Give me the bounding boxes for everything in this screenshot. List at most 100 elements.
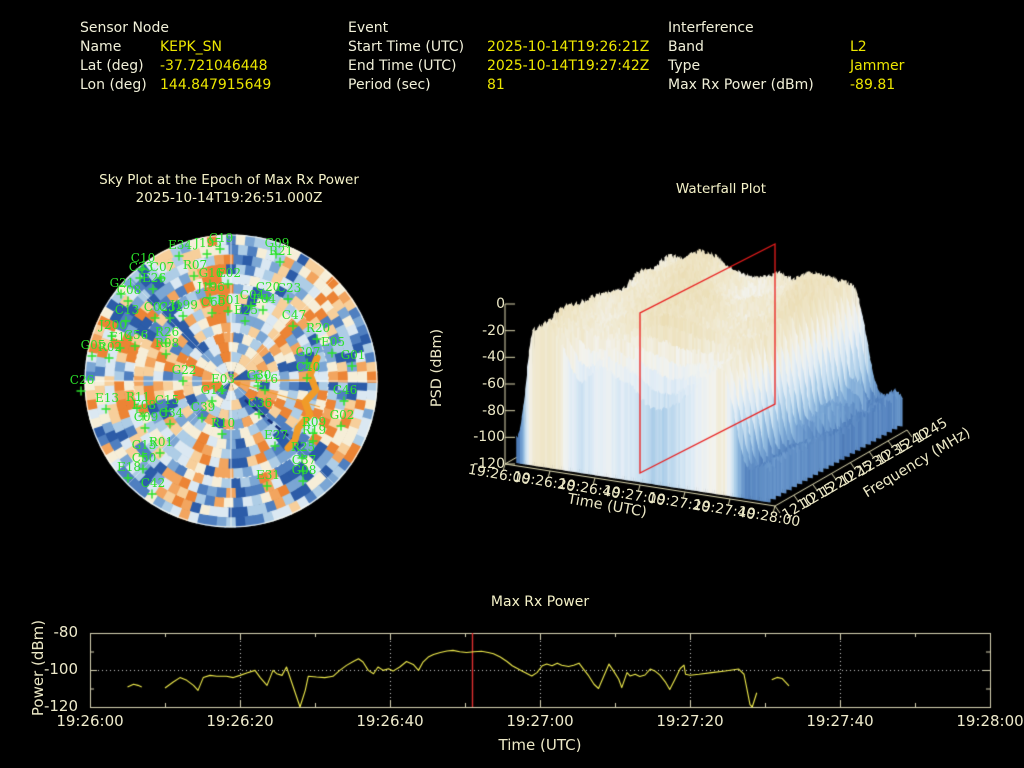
satellite-label-C26: C26 (69, 373, 95, 387)
satellite-label-G14: G14 (200, 383, 226, 397)
satellite-label-E34: E34 (167, 238, 193, 252)
sky-plot-canvas (71, 221, 391, 541)
satellite-label-R20: R20 (305, 321, 331, 335)
satellite-label-C04: C04 (239, 288, 265, 302)
interference-type-label: Type (668, 58, 701, 74)
satellite-label-R02: R02 (97, 340, 123, 354)
satellite-label-C20: C20 (255, 280, 281, 294)
event-end-value: 2025-10-14T19:27:42Z (487, 58, 650, 74)
satellite-label-G08: G08 (291, 463, 317, 477)
satellite-label-E25: E25 (233, 303, 259, 317)
satellite-label-G30: G30 (246, 368, 272, 382)
satellite-label-G22: G22 (171, 363, 197, 377)
sensor-lat-label: Lat (deg) (80, 58, 144, 74)
satellite-label-C56: C56 (123, 328, 149, 342)
waterfall-title: Waterfall Plot (675, 181, 767, 197)
power-y-tick: -120 (43, 697, 78, 715)
satellite-label-C42: C42 (140, 476, 166, 490)
satellite-label-E02: E02 (216, 266, 242, 280)
sky-plot-title: Sky Plot at the Epoch of Max Rx Power (99, 172, 359, 188)
satellite-label-R25: R25 (290, 440, 316, 454)
satellite-label-C40: C40 (295, 360, 321, 374)
power-x-tick: 19:27:00 (506, 712, 574, 730)
waterfall-canvas (420, 230, 1024, 570)
satellite-label-C36: C36 (247, 396, 273, 410)
satellite-label-G01: G01 (340, 348, 366, 362)
satellite-label-G09: G09 (264, 236, 290, 250)
satellite-label-C10: C10 (130, 251, 156, 265)
satellite-label-G13: G13 (131, 438, 157, 452)
satellite-label-E01: E01 (216, 293, 242, 307)
satellite-label-R09: R09 (301, 415, 327, 429)
satellite-label-R26: R26 (154, 325, 180, 339)
waterfall-psd-tick: -80 (482, 402, 505, 419)
satellite-label-E18: E18 (116, 460, 142, 474)
power-x-tick: 19:27:40 (806, 712, 874, 730)
satellite-label-J199: J199 (170, 298, 198, 312)
power-x-tick: 19:26:40 (356, 712, 424, 730)
satellite-label-C02: C02 (143, 300, 169, 314)
event-section-title: Event (348, 20, 389, 36)
interference-section-title: Interference (668, 20, 754, 36)
satellite-label-E26: E26 (141, 271, 167, 285)
event-end-label: End Time (UTC) (348, 58, 457, 74)
satellite-label-C34: C34 (158, 406, 184, 420)
waterfall-psd-tick: -60 (482, 376, 505, 392)
event-start-label: Start Time (UTC) (348, 39, 465, 55)
waterfall-psd-tick: 0 (496, 296, 505, 312)
satellite-label-J200: J200 (99, 318, 127, 332)
power-x-axis-label: Time (UTC) (498, 736, 582, 754)
waterfall-psd-tick: -40 (482, 349, 505, 366)
satellite-label-E16: E16 (253, 372, 279, 386)
interference-maxpower-value: -89.81 (850, 77, 896, 93)
waterfall-psd-axis-label: PSD (dBm) (429, 328, 445, 408)
satellite-label-J196: J196 (197, 280, 225, 294)
event-start-value: 2025-10-14T19:26:21Z (487, 39, 650, 55)
power-plot-title: Max Rx Power (490, 594, 590, 610)
satellite-label-R01: R01 (148, 435, 174, 449)
satellite-label-R21: R21 (268, 244, 294, 258)
interference-band-value: L2 (850, 39, 867, 55)
interference-type-value: Jammer (850, 58, 905, 74)
satellite-label-C50: C50 (131, 451, 157, 465)
satellite-label-C08: C08 (116, 283, 142, 297)
satellite-label-J195: J195 (194, 236, 222, 250)
power-y-tick: -100 (43, 660, 78, 678)
satellite-label-G16: G16 (198, 266, 224, 280)
satellite-label-E31: E31 (255, 468, 281, 482)
sky-plot-subtitle: 2025-10-14T19:26:51.000Z (135, 190, 323, 206)
satellite-label-R08: R08 (154, 336, 180, 350)
satellite-label-G07: G07 (295, 345, 321, 359)
satellite-label-C60: C60 (200, 295, 226, 309)
satellite-label-G21: G21 (109, 276, 135, 290)
satellite-label-C13: C13 (114, 303, 140, 317)
sensor-lon-value: 144.847915649 (160, 77, 272, 93)
satellite-label-E27: E27 (263, 428, 289, 442)
satellite-label-E13: E13 (94, 391, 120, 405)
power-x-tick: 19:27:20 (656, 712, 724, 730)
satellite-label-G02: G02 (329, 408, 355, 422)
satellite-label-R19: R19 (301, 423, 327, 437)
sensor-lat-value: -37.721046448 (160, 58, 268, 74)
satellite-label-C33: C33 (128, 260, 154, 274)
satellite-label-R11: R11 (125, 390, 151, 404)
event-period-label: Period (sec) (348, 77, 431, 93)
satellite-label-C23: C23 (276, 281, 302, 295)
power-plot-canvas (80, 620, 1014, 716)
sensor-name-label: Name (80, 39, 122, 55)
sensor-node-section-title: Sensor Node (80, 20, 169, 36)
power-y-tick: -80 (53, 623, 79, 641)
sensor-lon-label: Lon (deg) (80, 77, 147, 93)
satellite-label-C09: C09 (133, 410, 159, 424)
satellite-label-C39: C39 (190, 400, 216, 414)
power-x-tick: 19:28:00 (956, 712, 1024, 730)
satellite-label-G05: G05 (80, 338, 106, 352)
satellite-label-E04: E04 (251, 292, 277, 306)
waterfall-psd-tick: -100 (473, 429, 505, 446)
satellite-label-C15: C15 (154, 393, 180, 407)
interference-maxpower-label: Max Rx Power (dBm) (668, 77, 814, 93)
satellite-label-C46: C46 (332, 383, 358, 397)
interference-band-label: Band (668, 39, 704, 55)
power-x-tick: 19:26:00 (56, 712, 124, 730)
